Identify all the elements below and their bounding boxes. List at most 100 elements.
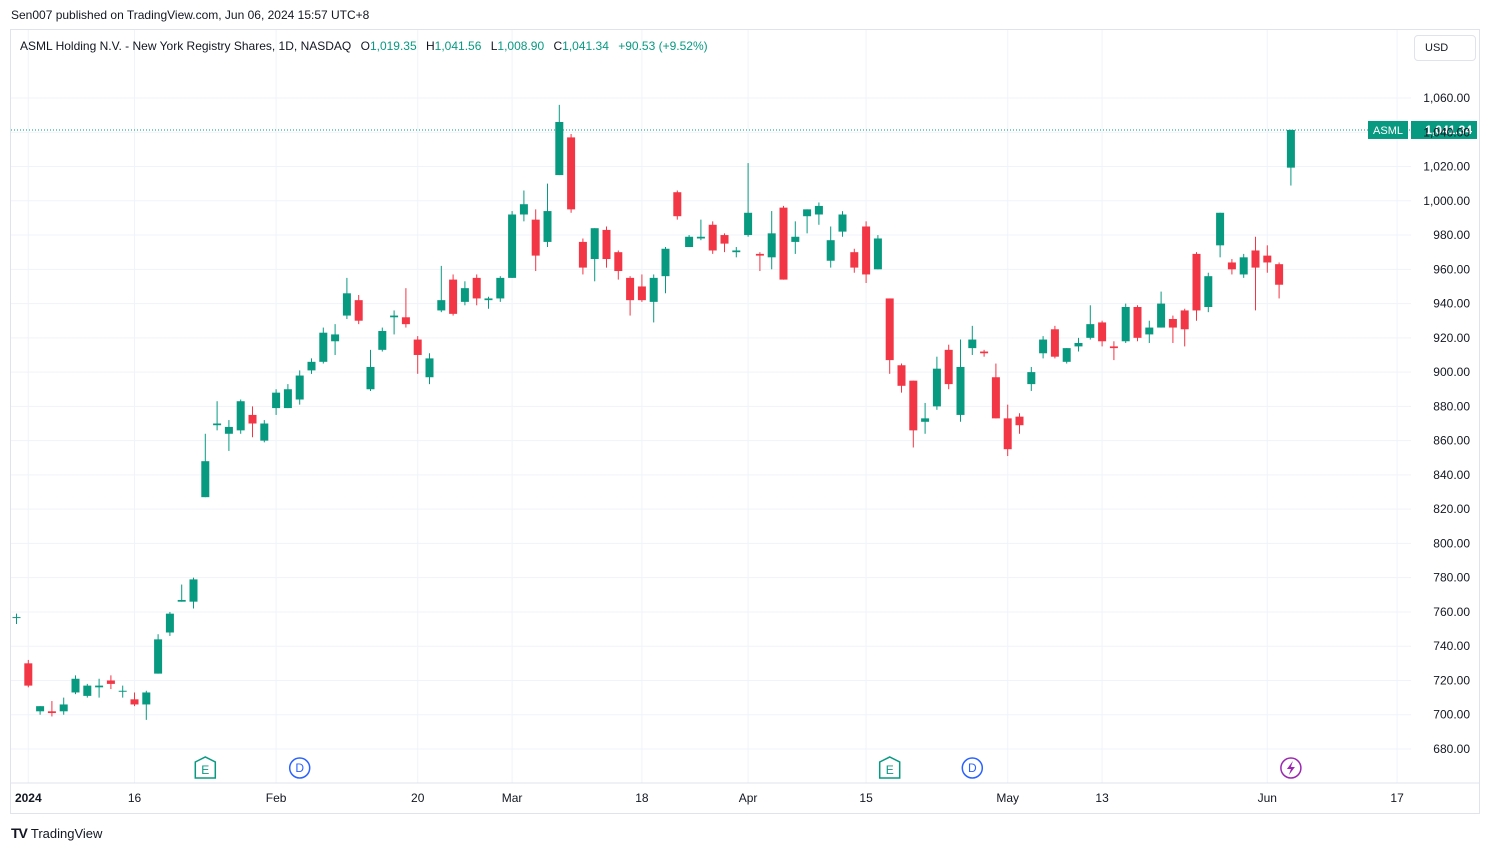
candle	[673, 190, 682, 220]
candle-body	[850, 252, 859, 268]
high-label: H	[426, 39, 435, 53]
candle	[213, 401, 222, 431]
candle-body	[1168, 318, 1177, 328]
time-tick-label: Apr	[739, 791, 758, 805]
open-value: 1,019.35	[369, 39, 417, 53]
candle-body	[83, 685, 92, 696]
candles	[12, 104, 1295, 720]
candle	[531, 209, 540, 272]
candle	[791, 221, 800, 254]
price-tick-label: 980.00	[1433, 228, 1470, 242]
time-tick-label: 13	[1095, 791, 1109, 805]
candle-body	[12, 617, 21, 619]
candle-body	[744, 212, 753, 236]
candle-body	[1239, 257, 1248, 275]
candle	[767, 211, 776, 270]
candle	[36, 706, 45, 715]
candle	[1003, 404, 1012, 457]
dividend-icon: D	[961, 757, 984, 779]
footer-brand[interactable]: TradingView	[30, 825, 103, 841]
currency-button[interactable]: USD	[1414, 35, 1476, 61]
candle-body	[1145, 327, 1154, 335]
candle	[543, 183, 552, 248]
price-tick-label: 760.00	[1433, 605, 1470, 619]
candle-body	[307, 361, 316, 371]
candle	[1121, 303, 1130, 343]
candle	[980, 349, 989, 357]
price-tick-label: 940.00	[1433, 297, 1470, 311]
candle	[744, 163, 753, 237]
candle-body	[826, 240, 835, 261]
candle	[236, 399, 245, 434]
candle-body	[24, 663, 33, 686]
time-tick-label: Mar	[502, 791, 523, 805]
candle-body	[496, 277, 505, 299]
candle	[555, 104, 564, 176]
high-value: 1,041.56	[434, 39, 482, 53]
dividend-icon-shape	[961, 757, 984, 779]
candle-body	[1027, 372, 1036, 385]
candle	[661, 247, 670, 294]
candle	[1192, 252, 1201, 321]
time-tick-label: Jun	[1258, 791, 1277, 805]
candle-body	[59, 704, 68, 712]
candle-body	[1275, 264, 1284, 285]
candle-body	[578, 241, 587, 268]
candle	[177, 584, 186, 602]
candle-body	[460, 288, 469, 302]
candle	[154, 634, 163, 674]
candle-body	[36, 706, 45, 712]
candle-body	[1227, 262, 1236, 270]
candle-body	[649, 277, 658, 302]
candle-body	[1180, 310, 1189, 330]
candle	[755, 252, 764, 272]
candle-body	[932, 368, 941, 407]
candle-body	[1098, 322, 1107, 342]
candle-body	[803, 209, 812, 217]
close-value: 1,041.34	[562, 39, 609, 53]
candle	[472, 274, 481, 306]
candle-body	[720, 235, 729, 244]
candle-body	[732, 250, 741, 253]
candle	[1027, 366, 1036, 391]
symbol-badge	[1368, 120, 1408, 139]
candle-body	[873, 238, 882, 270]
candle-body	[413, 339, 422, 355]
candle	[602, 226, 611, 268]
candle	[342, 277, 351, 319]
candle-body	[637, 286, 646, 301]
lightning-icon-bolt	[1286, 761, 1295, 775]
candle	[921, 402, 930, 434]
candle-body	[1062, 348, 1071, 362]
candle	[24, 659, 33, 688]
candle-body	[272, 392, 281, 409]
candle-body	[95, 685, 104, 688]
candle	[909, 380, 918, 448]
candle	[932, 356, 941, 410]
dividend-icon: D	[288, 757, 311, 779]
candle-body	[909, 380, 918, 431]
candle	[366, 349, 375, 391]
candle	[708, 221, 717, 254]
candle	[354, 295, 363, 325]
candle	[873, 235, 882, 270]
candle-body	[779, 207, 788, 280]
candle	[1157, 291, 1166, 328]
price-tick-label: 800.00	[1433, 536, 1470, 550]
lightning-icon	[1280, 757, 1302, 779]
publisher-line: Sen007 published on TradingView.com, Jun…	[11, 8, 370, 22]
candle	[614, 250, 623, 280]
candle	[1062, 348, 1071, 364]
candle-body	[555, 121, 564, 176]
last-price-label: 1,041.34	[1425, 123, 1472, 137]
candle-body	[425, 358, 434, 378]
candle-body	[980, 351, 989, 354]
candle	[496, 276, 505, 302]
candle	[1086, 305, 1095, 340]
candle	[283, 384, 292, 409]
candle-body	[767, 233, 776, 258]
symbol-badge-label: ASML	[1373, 125, 1403, 137]
dividend-icon-letter: D	[295, 761, 304, 775]
candle	[637, 274, 646, 302]
